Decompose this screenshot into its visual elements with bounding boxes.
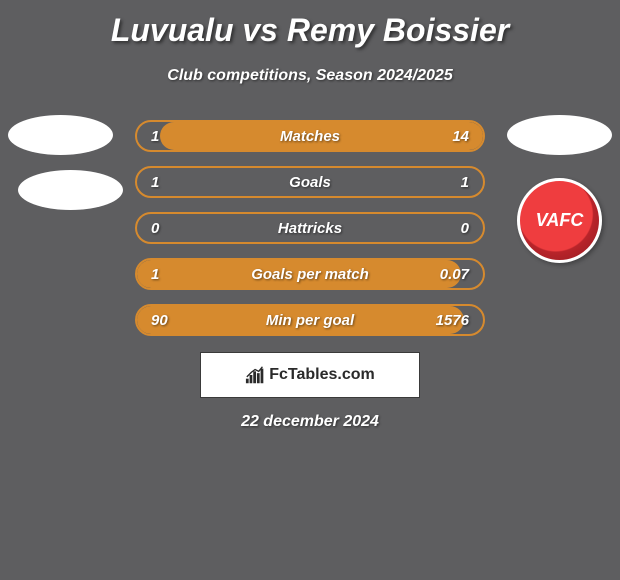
stat-label: Matches <box>137 128 483 145</box>
chart-icon <box>245 365 267 385</box>
stat-label: Goals per match <box>137 266 483 283</box>
stats-container: 1 Matches 14 1 Goals 1 0 Hattricks 0 1 G… <box>135 120 485 350</box>
stat-right-value: 1576 <box>436 312 469 329</box>
footer-brand-text: FcTables.com <box>269 366 375 384</box>
stat-bar-goals-per-match: 1 Goals per match 0.07 <box>135 258 485 290</box>
player-left-avatar-2 <box>18 170 123 210</box>
footer-date: 22 december 2024 <box>0 413 620 431</box>
page-title: Luvualu vs Remy Boissier <box>0 0 620 49</box>
stat-bar-matches: 1 Matches 14 <box>135 120 485 152</box>
stat-bar-hattricks: 0 Hattricks 0 <box>135 212 485 244</box>
club-badge-vafc: VAFC <box>517 178 602 263</box>
stat-right-value: 14 <box>452 128 469 145</box>
stat-label: Min per goal <box>137 312 483 329</box>
stat-label: Hattricks <box>137 220 483 237</box>
player-right-avatar <box>507 115 612 155</box>
player-left-avatar-1 <box>8 115 113 155</box>
stat-label: Goals <box>137 174 483 191</box>
stat-bar-min-per-goal: 90 Min per goal 1576 <box>135 304 485 336</box>
footer-brand-box: FcTables.com <box>200 352 420 398</box>
stat-right-value: 0 <box>461 220 469 237</box>
stat-right-value: 1 <box>461 174 469 191</box>
stat-right-value: 0.07 <box>440 266 469 283</box>
stat-bar-goals: 1 Goals 1 <box>135 166 485 198</box>
page-subtitle: Club competitions, Season 2024/2025 <box>0 67 620 85</box>
